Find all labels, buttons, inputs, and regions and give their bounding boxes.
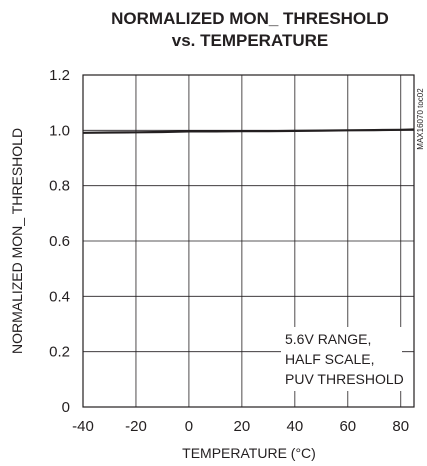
chart-title-line-2: vs. TEMPERATURE <box>172 31 329 50</box>
y-tick-label: 1.0 <box>49 122 70 139</box>
x-axis-ticks: -40 -20 0 20 40 60 80 <box>72 418 409 435</box>
annotation-line-2: HALF SCALE, <box>285 351 374 367</box>
y-tick-label: 0.4 <box>49 288 70 305</box>
x-axis-label: TEMPERATURE (°C) <box>182 445 316 461</box>
plot-frame <box>82 74 415 408</box>
x-tick-label: 20 <box>234 418 251 435</box>
x-tick-label: 80 <box>392 418 409 435</box>
y-tick-label: 0.8 <box>49 178 70 195</box>
x-tick-label: 0 <box>185 418 193 435</box>
x-tick-label: -40 <box>72 418 94 435</box>
y-tick-label: 0.2 <box>49 344 70 361</box>
x-tick-label: -20 <box>125 418 147 435</box>
y-axis-label: NORMALIZED MON_ THRESHOLD <box>9 128 25 354</box>
y-tick-label: 0 <box>62 399 70 416</box>
y-tick-label: 0.6 <box>49 233 70 250</box>
annotation-line-1: 5.6V RANGE, <box>285 331 371 347</box>
annotation-background <box>281 327 402 391</box>
series-line <box>82 128 415 134</box>
y-tick-label: 1.2 <box>49 67 70 84</box>
annotation-box: 5.6V RANGE, HALF SCALE, PUV THRESHOLD <box>281 327 404 391</box>
x-tick-label: 40 <box>286 418 303 435</box>
series-group <box>82 128 415 134</box>
y-axis-ticks: 0 0.2 0.4 0.6 0.8 1.0 1.2 <box>49 67 70 416</box>
chart-title-line-1: NORMALIZED MON_ THRESHOLD <box>111 9 389 28</box>
x-tick-label: 60 <box>339 418 356 435</box>
annotation-line-3: PUV THRESHOLD <box>285 371 404 387</box>
watermark: MAX16070 toc02 <box>416 88 425 150</box>
